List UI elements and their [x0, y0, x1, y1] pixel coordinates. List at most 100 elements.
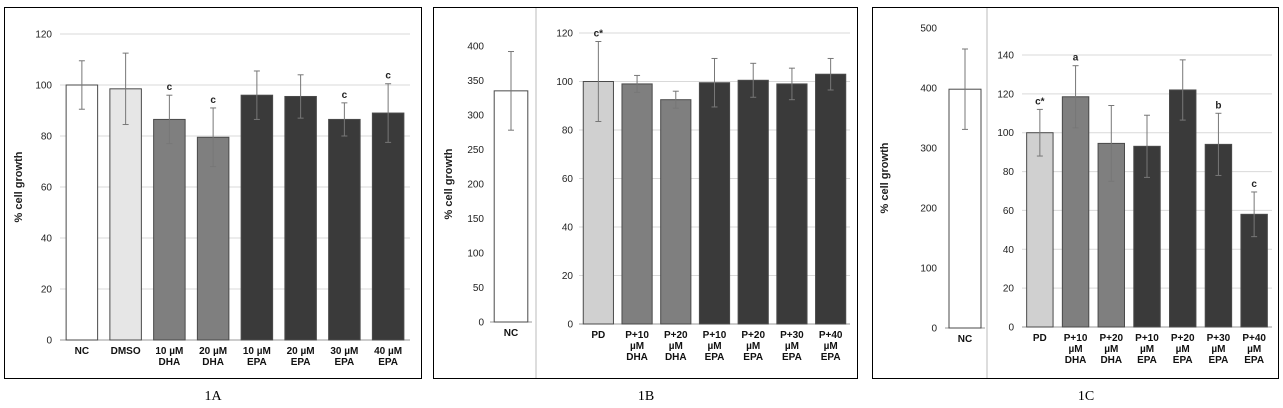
- chart-1b-x-tick-label-line: P+30: [780, 330, 804, 341]
- chart-1a-y-tick-label: 100: [35, 81, 52, 92]
- chart-1b-y-tick-label: 100: [556, 77, 573, 88]
- chart-1c-inset-y-axis-label: % cell growth: [879, 142, 891, 213]
- chart-1a-x-tick-label: 10 µM DHA: [155, 346, 183, 368]
- chart-1b-x-tick-label: P+10 µM DHA: [625, 330, 649, 363]
- chart-1a-x-tick-label: 20 µM EPA: [287, 346, 315, 368]
- chart-1c-x-tick-label-line: EPA: [1244, 355, 1264, 366]
- chart-1b-inset-y-axis-label: % cell growth: [443, 148, 455, 219]
- chart-1c-x-tick-label: P+40 µM EPA: [1242, 333, 1266, 366]
- chart-1a-x-tick-label-line: EPA: [247, 357, 267, 368]
- chart-1b-x-tick-label-line: EPA: [705, 352, 725, 363]
- chart-1a-x-tick-label-line: 40 µM: [374, 346, 402, 357]
- chart-1b-x-tick-label-line: µM: [785, 341, 799, 352]
- chart-1b-inset-y-tick-label: 400: [467, 42, 484, 53]
- chart-1b-inset-y-tick-label: 250: [467, 145, 484, 156]
- chart-1b-y-tick-label: 40: [562, 223, 574, 234]
- chart-1b-inset-y-tick-label: 150: [467, 214, 484, 225]
- chart-1c-bar: [1061, 96, 1090, 328]
- chart-1c-x-tick-label-line: µM: [1140, 344, 1154, 355]
- chart-1b-bar: [737, 79, 769, 325]
- chart-1b-x-tick-label-line: P+20: [741, 330, 765, 341]
- chart-1b-bar: [815, 73, 847, 325]
- chart-1a-y-tick-label: 0: [46, 336, 52, 347]
- chart-1a-y-tick-label: 60: [41, 183, 53, 194]
- chart-1b-x-tick-label-line: P+40: [819, 330, 843, 341]
- chart-1a-bar: [328, 118, 361, 341]
- chart-1b-inset-x-tick-label: NC: [504, 328, 518, 339]
- chart-1a-significance-label: c: [210, 95, 216, 106]
- chart-1c-x-tick-label-line: µM: [1211, 344, 1225, 355]
- chart-1c-bar: [1026, 132, 1054, 328]
- chart-1b-y-tick-label: 0: [567, 320, 573, 331]
- chart-1c-y-tick-label: 80: [1003, 167, 1015, 178]
- chart-1b-x-tick-label: P+20 µM EPA: [741, 330, 765, 363]
- chart-1b-inset-y-tick-label: 0: [478, 318, 484, 329]
- chart-1b-inset-y-tick-label: 300: [467, 111, 484, 122]
- chart-1a-significance-label: c: [342, 90, 348, 101]
- chart-1c-x-tick-label: P+20 µM DHA: [1099, 333, 1123, 366]
- chart-1c-x-tick-label-line: P+40: [1242, 333, 1266, 344]
- chart-1c-x-tick-label-line: EPA: [1173, 355, 1193, 366]
- chart-1c-x-tick-label: PD: [1033, 333, 1047, 344]
- chart-1a-x-tick-label-line: 20 µM: [199, 346, 227, 357]
- chart-1c-inset-x-tick-label-line: NC: [958, 334, 972, 345]
- chart-1b-x-tick-label-line: P+10: [625, 330, 649, 341]
- chart-1b-inset-y-tick-label: 50: [473, 283, 485, 294]
- chart-1c-x-tick-label-line: P+20: [1171, 333, 1195, 344]
- chart-1b-inset-y-tick-label: 350: [467, 76, 484, 87]
- chart-1b-bar: [698, 82, 731, 325]
- chart-1b-x-tick-label-line: DHA: [626, 352, 648, 363]
- chart-1c-inset-y-tick-label: 300: [920, 144, 937, 155]
- chart-1c-y-tick-label: 20: [1003, 284, 1015, 295]
- chart-1a-significance-label: c: [167, 82, 173, 93]
- chart-1c-y-tick-label: 0: [1008, 323, 1014, 334]
- chart-1c-y-tick-label: 60: [1003, 206, 1015, 217]
- chart-1a-x-tick-label: 20 µM DHA: [199, 346, 227, 368]
- chart-1a-bar: [196, 136, 230, 341]
- chart-1b-bar: [776, 83, 808, 325]
- chart-1a-bar: [371, 112, 405, 341]
- chart-1b-x-tick-label-line: µM: [707, 341, 721, 352]
- chart-1c-inset-y-tick-label: 100: [920, 264, 937, 275]
- chart-1a-bar: [240, 94, 274, 341]
- chart-1a-y-axis-label: % cell growth: [13, 151, 25, 222]
- chart-1a-x-tick-label-line: DMSO: [111, 346, 141, 357]
- chart-1c-y-tick-label: 40: [1003, 245, 1015, 256]
- chart-1c-y-tick-label: 140: [997, 51, 1014, 62]
- chart-1a-x-tick-label-line: 20 µM: [287, 346, 315, 357]
- chart-1a-y-tick-label: 80: [41, 132, 53, 143]
- chart-1a-x-tick-label: 10 µM EPA: [243, 346, 271, 368]
- chart-1a-y-tick-label: 40: [41, 234, 53, 245]
- chart-1c-x-tick-label-line: µM: [1104, 344, 1118, 355]
- caption-1b: 1B: [638, 389, 654, 404]
- chart-1c-x-tick-label-line: µM: [1176, 344, 1190, 355]
- chart-1c-x-tick-label-line: µM: [1069, 344, 1083, 355]
- chart-1a-x-tick-label: NC: [75, 346, 89, 357]
- chart-1a-bar: [153, 118, 186, 341]
- chart-1b-bar: [660, 99, 692, 325]
- chart-1c-y-tick-label: 120: [997, 89, 1014, 100]
- chart-1c-x-tick-label-line: DHA: [1100, 355, 1122, 366]
- chart-1c-inset: 0 100 200 300 400 500 % cell growth NC: [879, 24, 985, 345]
- chart-1c-x-tick-label: P+20 µM EPA: [1171, 333, 1195, 366]
- chart-1a-x-tick-label: 40 µM EPA: [374, 346, 402, 368]
- chart-1a-x-tick-label-line: 30 µM: [330, 346, 358, 357]
- chart-1a-bar: [109, 88, 142, 341]
- chart-1b-x-tick-label: P+30 µM EPA: [780, 330, 804, 363]
- chart-1a-x-tick-label-line: NC: [75, 346, 89, 357]
- chart-1c-x-tick-label-line: P+10: [1135, 333, 1159, 344]
- chart-1b-y-tick-label: 120: [556, 29, 573, 40]
- chart-1c-x-tick-label-line: P+20: [1099, 333, 1123, 344]
- chart-1a-x-tick-label-line: EPA: [334, 357, 354, 368]
- chart-1c-x-tick-label-line: PD: [1033, 333, 1047, 344]
- chart-1c-inset-y-tick-label: 0: [931, 324, 937, 335]
- chart-1b-x-tick-label-line: PD: [591, 330, 605, 341]
- chart-1c-inset-y-tick-label: 200: [920, 204, 937, 215]
- chart-1c-bar: [1169, 89, 1197, 328]
- chart-1b-x-tick-label-line: EPA: [782, 352, 802, 363]
- chart-1a: 0 20 40 60 80 100 120 % cell growth NC DMSO c 10 µM…: [13, 30, 410, 368]
- chart-1b-x-tick-label-line: EPA: [743, 352, 763, 363]
- chart-1b-y-tick-label: 20: [562, 271, 574, 282]
- chart-1a-x-tick-label-line: DHA: [159, 357, 181, 368]
